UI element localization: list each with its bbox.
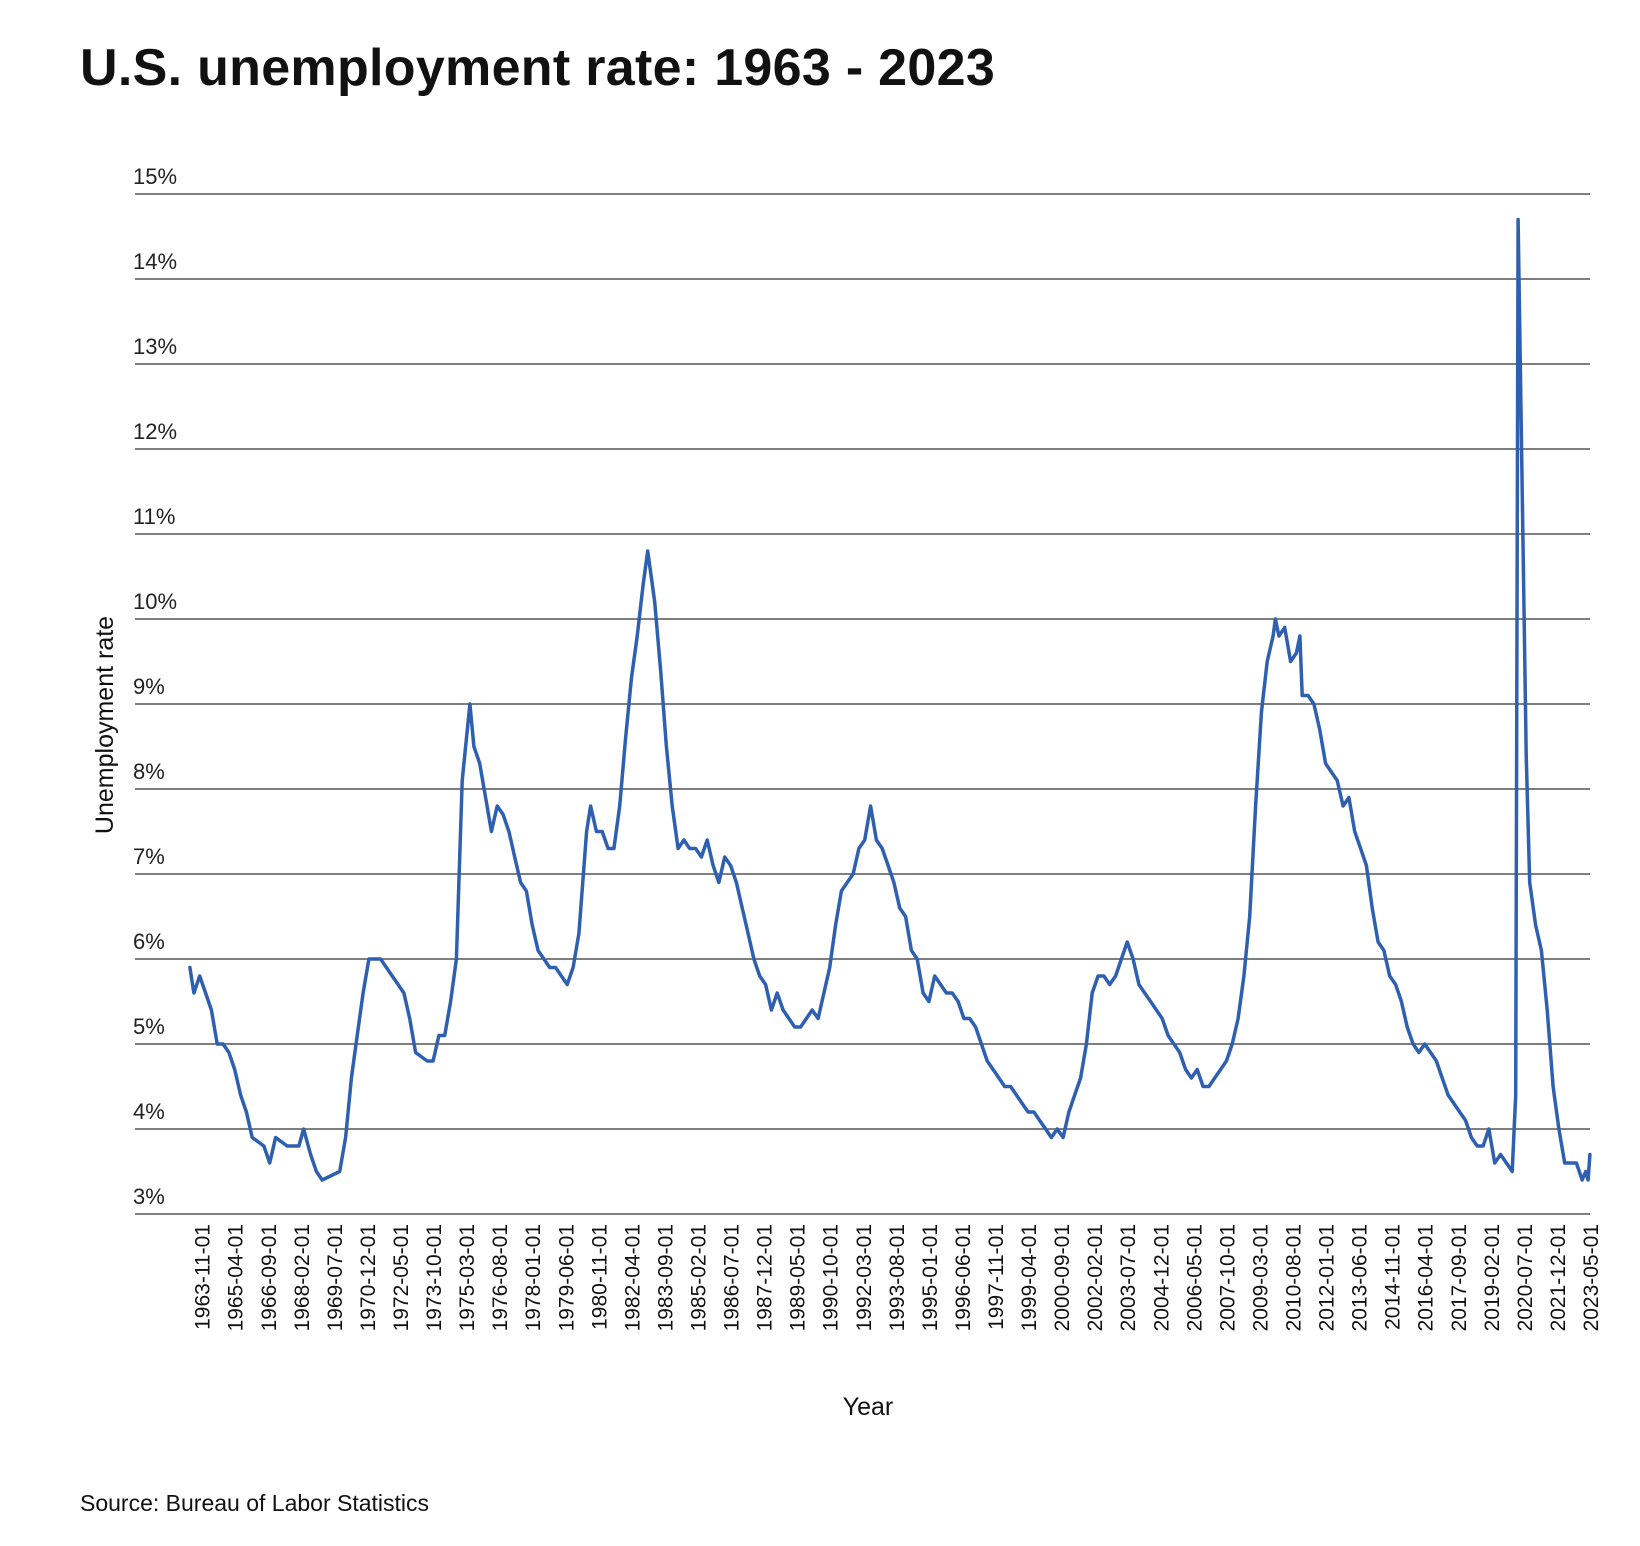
unemployment-rate-line [188, 217, 1592, 1182]
x-tick-label: 1970-12-01 [357, 1224, 380, 1331]
x-tick-label: 1990-10-01 [820, 1224, 843, 1331]
x-tick-label: 1986-07-01 [721, 1224, 744, 1331]
y-tick-label: 13% [133, 334, 177, 359]
y-axis-label: Unemployment rate [91, 616, 119, 834]
x-tick-label: 2014-11-01 [1382, 1224, 1405, 1330]
y-tick-label: 8% [133, 759, 165, 784]
x-tick-label: 2017-09-01 [1448, 1224, 1471, 1331]
x-tick-label: 1980-11-01 [588, 1224, 611, 1330]
x-tick-label: 1983-09-01 [654, 1224, 677, 1331]
x-tick-label: 1985-02-01 [688, 1224, 711, 1331]
chart-title: U.S. unemployment rate: 1963 - 2023 [80, 39, 996, 97]
x-tick-label: 2003-07-01 [1117, 1224, 1140, 1331]
x-tick-label: 2010-08-01 [1283, 1224, 1306, 1331]
x-tick-label: 1975-03-01 [456, 1224, 479, 1331]
gridlines [135, 193, 1590, 1215]
x-tick-label: 1968-02-01 [291, 1224, 314, 1331]
source-note: Source: Bureau of Labor Statistics [80, 1490, 430, 1516]
x-tick-label: 1969-07-01 [324, 1224, 347, 1331]
x-tick-label: 1992-03-01 [853, 1224, 876, 1331]
x-tick-label: 1966-09-01 [258, 1224, 281, 1331]
x-tick-label: 2004-12-01 [1150, 1224, 1173, 1331]
y-tick-label: 5% [133, 1014, 165, 1039]
y-tick-label: 14% [133, 249, 177, 274]
x-tick-label: 2000-09-01 [1051, 1224, 1074, 1331]
y-tick-label: 7% [133, 844, 165, 869]
x-tick-label: 2002-02-01 [1084, 1224, 1107, 1331]
x-tick-label: 1965-04-01 [225, 1224, 248, 1331]
x-tick-label: 2012-01-01 [1316, 1224, 1339, 1331]
y-tick-label: 10% [133, 589, 177, 614]
x-axis-label: Year [843, 1393, 894, 1421]
x-tick-label: 1996-06-01 [952, 1224, 975, 1331]
x-tick-label: 2016-04-01 [1415, 1224, 1438, 1331]
x-tick-label: 1987-12-01 [754, 1224, 777, 1331]
y-tick-label: 12% [133, 419, 177, 444]
x-tick-label: 2019-02-01 [1481, 1224, 1504, 1331]
y-tick-label: 9% [133, 674, 165, 699]
x-tick-label: 2013-06-01 [1349, 1224, 1372, 1331]
x-tick-label: 1978-01-01 [522, 1224, 545, 1331]
y-tick-label: 4% [133, 1099, 165, 1124]
y-tick-label: 6% [133, 929, 165, 954]
x-tick-label: 1993-08-01 [886, 1224, 909, 1331]
x-tick-label: 2009-03-01 [1249, 1224, 1272, 1331]
y-tick-label: 3% [133, 1184, 165, 1209]
x-tick-label: 2007-10-01 [1216, 1224, 1239, 1331]
y-tick-label: 15% [133, 164, 177, 189]
x-tick-label: 1973-10-01 [423, 1224, 446, 1331]
x-tick-label: 2023-05-01 [1580, 1224, 1603, 1331]
x-tick-label: 1976-08-01 [489, 1224, 512, 1331]
x-tick-label: 2020-07-01 [1514, 1224, 1537, 1331]
x-axis-ticks: 1963-11-01 1965-04-01 1966-09-01 1968-02-01… [192, 1224, 1603, 1331]
x-tick-label: 1989-05-01 [787, 1224, 810, 1331]
x-tick-label: 1997-11-01 [985, 1224, 1008, 1330]
x-tick-label: 1999-04-01 [1018, 1224, 1041, 1331]
x-tick-label: 1979-06-01 [555, 1224, 578, 1331]
x-tick-label: 1972-05-01 [390, 1224, 413, 1331]
y-axis-ticks: 3% 4% 5% 6% 7% 8% 9% 10% 11% 12% 13% 14% 15% [133, 164, 177, 1209]
x-tick-label: 2006-05-01 [1183, 1224, 1206, 1331]
x-tick-label: 1995-01-01 [919, 1224, 942, 1331]
x-tick-label: 1963-11-01 [192, 1224, 215, 1330]
x-tick-label: 2021-12-01 [1547, 1224, 1570, 1331]
y-tick-label: 11% [133, 504, 175, 529]
x-tick-label: 1982-04-01 [621, 1224, 644, 1331]
